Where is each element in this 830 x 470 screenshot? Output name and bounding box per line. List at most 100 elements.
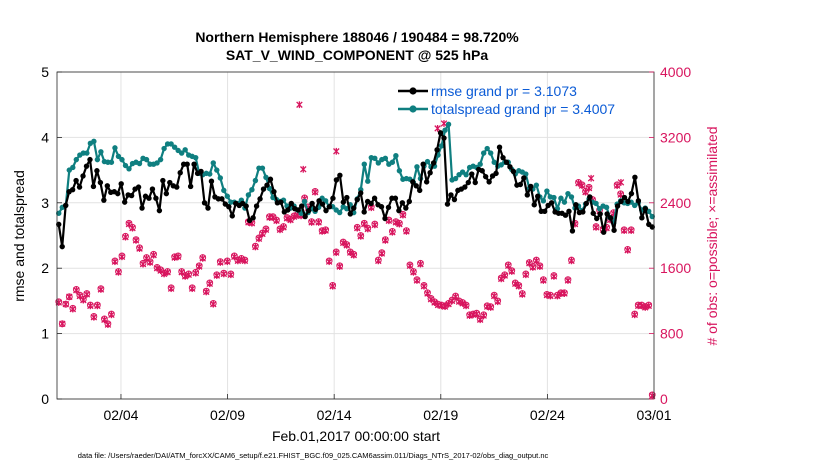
y-right-tick-label: 3200 (660, 129, 691, 145)
rmse-point (503, 159, 510, 165)
rmse-point (486, 179, 492, 185)
totalspread-point (161, 145, 167, 152)
obs-assimilated-marker (515, 282, 523, 290)
obs-assimilated-marker (343, 241, 350, 249)
obs-assimilated-marker (322, 227, 329, 234)
rmse-point (128, 192, 135, 199)
y-right-tick-label: 800 (660, 326, 684, 342)
rmse-point (163, 190, 170, 197)
series-lines (56, 121, 655, 250)
obs-assimilated-marker (62, 300, 70, 308)
rmse-point (80, 173, 86, 179)
obs-assimilated-marker (480, 312, 487, 320)
rmse-point (208, 178, 215, 184)
totalspread-point (533, 182, 540, 188)
rmse-point (358, 190, 364, 196)
rmse-point (361, 209, 367, 215)
obs-assimilated-marker (94, 302, 101, 310)
totalspread-point (221, 187, 227, 194)
obs-assimilated-marker (108, 311, 115, 319)
rmse-line (57, 131, 653, 248)
rmse-point (600, 229, 607, 235)
rmse-point (528, 183, 534, 190)
obs-assimilated-outlier (617, 178, 625, 186)
totalspread-point (301, 198, 308, 205)
totalspread-point (603, 204, 610, 211)
obs-assimilated-marker (561, 290, 568, 297)
totalspread-point (168, 141, 174, 147)
totalspread-point (544, 188, 550, 194)
obs-assimilated-marker (455, 298, 463, 306)
rmse-point (535, 193, 541, 199)
rmse-point (267, 176, 274, 182)
rmse-point (305, 207, 312, 214)
plot-area (57, 72, 654, 399)
obs-assimilated-marker (403, 228, 410, 235)
rmse-point (90, 183, 97, 190)
obs-assimilated-marker (417, 260, 424, 268)
y-axis-left-label: rmse and totalspread (11, 170, 27, 302)
rmse-point (469, 171, 475, 177)
rmse-point (340, 199, 347, 205)
obs-assimilated-marker (227, 271, 235, 279)
rmse-point (382, 215, 388, 222)
obs-assimilated-marker (276, 226, 284, 234)
rmse-point (371, 195, 378, 201)
rmse-point (330, 195, 336, 201)
totalspread-point (193, 154, 199, 161)
obs-assimilated-marker (361, 220, 368, 228)
rmse-point (517, 181, 524, 188)
obs-assimilated-marker (132, 237, 140, 244)
obs-assimilated-marker (160, 270, 168, 278)
obs-assimilated-marker (620, 227, 628, 234)
legend: rmse grand pr = 3.1073 totalspread grand… (398, 83, 615, 117)
rmse-point (229, 213, 235, 219)
totalspread-point (438, 143, 445, 149)
rmse-point (566, 208, 572, 215)
rmse-point (184, 161, 190, 167)
obs-assimilated-marker (206, 280, 214, 288)
obs-assimilated-marker (192, 269, 199, 277)
obs-assimilated-outlier (333, 147, 340, 155)
rmse-point (583, 200, 590, 207)
totalspread-point (361, 161, 367, 167)
totalspread-point (182, 147, 188, 153)
obs-assimilated-marker (311, 188, 319, 196)
rmse-point (354, 196, 360, 203)
totalspread-point (73, 156, 80, 163)
rmse-point (604, 211, 610, 217)
totalspread-point (565, 190, 571, 197)
x-tick-label: 02/19 (423, 407, 458, 423)
rmse-point (531, 202, 537, 208)
rmse-point (385, 204, 392, 211)
y-axis-left: 0 1 2 3 4 5 (41, 64, 62, 407)
chart-title-line1: Northern Hemisphere 188046 / 190484 = 98… (195, 29, 519, 45)
rmse-point (628, 190, 635, 197)
totalspread-point (540, 198, 547, 204)
totalspread-point (561, 199, 568, 205)
rmse-point (174, 184, 180, 190)
y-right-tick-label: 4000 (660, 64, 691, 80)
rmse-point (177, 170, 183, 176)
obs-assimilated-outlier (587, 174, 595, 182)
rmse-point (618, 198, 624, 205)
obs-assimilated-marker (252, 243, 259, 251)
obs-assimilated-marker (452, 293, 459, 301)
totalspread-point (207, 171, 213, 177)
rmse-point (507, 164, 513, 170)
rmse-point (378, 204, 385, 210)
rmse-point (441, 135, 447, 141)
rmse-point (149, 186, 156, 192)
y-left-tick-label: 0 (41, 391, 49, 407)
obs-assimilated-outlier (300, 165, 307, 173)
obs-assimilated-outlier (434, 125, 441, 132)
rmse-point (101, 197, 107, 203)
chart-title-line2: SAT_V_WIND_COMPONENT @ 525 hPa (226, 47, 489, 63)
y-left-tick-label: 3 (41, 195, 49, 211)
obs-assimilated-marker (638, 302, 645, 310)
obs-assimilated-marker (139, 260, 147, 268)
totalspread-point (154, 160, 160, 166)
rmse-point (326, 204, 333, 210)
obs-assimilated-marker (505, 262, 512, 270)
totalspread-point (593, 200, 599, 207)
